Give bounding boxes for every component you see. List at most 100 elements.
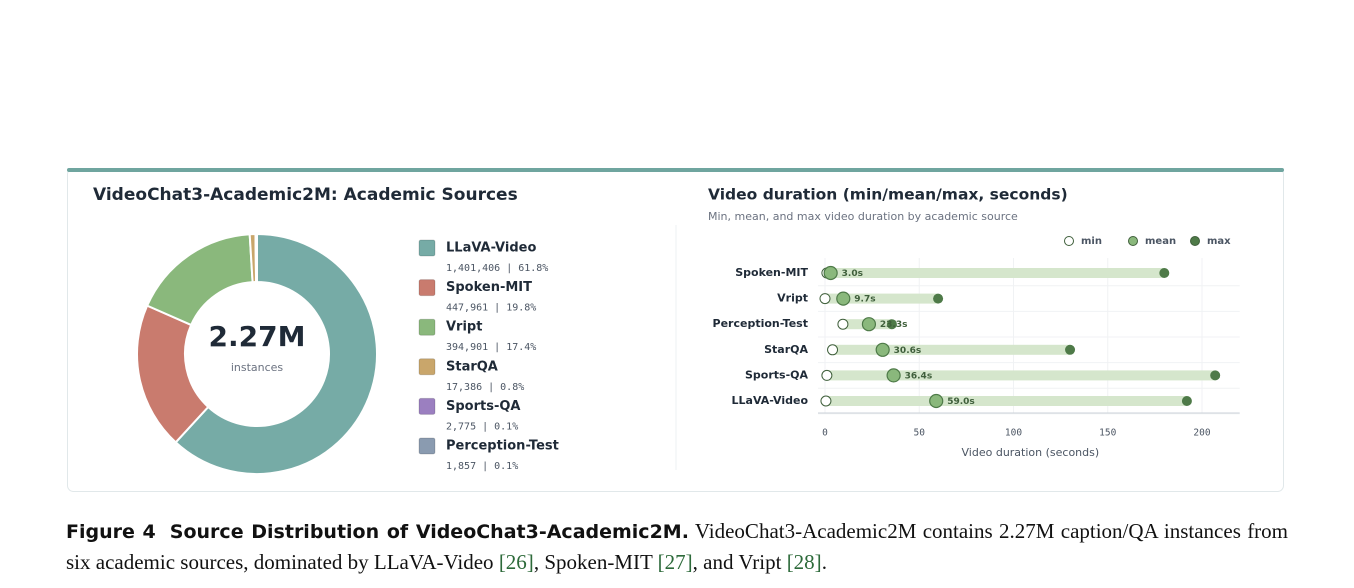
legend-sublabel: 1,857 | 0.1% — [446, 461, 518, 472]
legend-count: 17,386 — [446, 382, 482, 393]
mean-label: 23.3s — [880, 320, 908, 330]
y-tick-label: Perception-Test — [713, 317, 808, 330]
x-tick-label: 50 — [914, 428, 926, 439]
legend-separator: | — [494, 303, 500, 314]
donut-slice — [255, 232, 258, 284]
range-band — [825, 293, 939, 304]
donut-title: VideoChat3-Academic2M: Academic Sources — [93, 185, 518, 205]
y-tick-label: Spoken-MIT — [735, 266, 808, 279]
citation: [28] — [786, 550, 822, 574]
legend-label: max — [1207, 236, 1231, 247]
min-dot — [827, 344, 839, 356]
mean-label: 3.0s — [842, 269, 863, 279]
legend-label: Vript — [446, 320, 482, 335]
mean-label: 9.7s — [854, 295, 875, 305]
legend-dot — [1128, 236, 1138, 246]
legend-count: 394,901 — [446, 342, 488, 353]
x-tick-label: 150 — [1099, 428, 1116, 439]
legend-count: 447,961 — [446, 303, 488, 314]
legend-count: 1,857 — [446, 461, 476, 472]
caption-label: Figure 4 — [66, 521, 156, 543]
legend-separator: | — [506, 263, 512, 274]
legend-swatch — [418, 239, 436, 257]
center-label: 2.27M — [209, 320, 306, 353]
legend-separator: | — [482, 421, 488, 432]
caption-title: Source Distribution of VideoChat3-Academ… — [169, 521, 689, 543]
figure: VideoChat3-Academic2M: Academic Sources … — [67, 168, 1284, 492]
y-tick-label: LLaVA-Video — [732, 394, 809, 407]
legend-dot — [1190, 236, 1200, 246]
legend-label: min — [1081, 236, 1102, 247]
citation: [26] — [498, 550, 534, 574]
panel-accent — [67, 168, 1284, 172]
legend-separator: | — [494, 342, 500, 353]
legend-swatch — [418, 437, 436, 455]
legend-label: StarQA — [446, 359, 498, 374]
caption-text: , and Vript — [692, 550, 787, 574]
legend-share: 0.1% — [494, 421, 518, 432]
y-tick-label: Sports-QA — [745, 368, 809, 381]
mean-dot — [836, 291, 851, 306]
legend-swatch — [418, 358, 436, 376]
legend-share: 0.8% — [500, 382, 524, 393]
legend-label: Sports-QA — [446, 399, 520, 414]
legend-label: mean — [1145, 236, 1176, 247]
x-tick-label: 0 — [822, 428, 828, 439]
x-tick-label: 100 — [1005, 428, 1022, 439]
min-dot — [819, 293, 831, 305]
range-band — [826, 268, 1165, 278]
max-dot — [1159, 268, 1170, 278]
caption-text: VideoChat3-Academic2M contains 2.27M cap… — [66, 519, 1289, 574]
range-band — [826, 370, 1216, 381]
mean-dot — [886, 368, 901, 383]
range-band — [832, 344, 1071, 355]
max-dot — [933, 293, 944, 304]
legend-count: 1,401,406 — [446, 263, 500, 274]
legend-share: 0.1% — [494, 461, 518, 472]
max-dot — [1065, 344, 1076, 355]
mean-dot — [929, 393, 944, 409]
min-dot — [820, 395, 832, 407]
range-title: Video duration (min/mean/max, seconds) — [708, 186, 1068, 204]
legend-count: 2,775 — [446, 421, 476, 432]
max-dot — [1210, 370, 1221, 381]
center-sublabel: instances — [231, 361, 284, 374]
legend-separator: | — [482, 461, 488, 472]
mean-dot — [875, 342, 890, 357]
legend-label: Perception-Test — [446, 439, 559, 454]
caption-text: . — [821, 550, 827, 574]
max-dot — [886, 319, 897, 330]
legend-sublabel: 2,775 | 0.1% — [446, 421, 518, 432]
legend-swatch — [418, 279, 436, 297]
legend-label: Spoken-MIT — [446, 280, 532, 295]
legend-sublabel: 394,901 | 17.4% — [446, 342, 536, 353]
x-axis-label: Video duration (seconds) — [962, 446, 1100, 459]
mean-label: 59.0s — [947, 397, 975, 407]
range-subtitle: Min, mean, and max video duration by aca… — [708, 210, 1018, 223]
min-dot — [821, 369, 833, 381]
legend-share: 17.4% — [506, 342, 536, 353]
legend-dot — [1064, 236, 1074, 246]
range-band — [825, 396, 1187, 406]
legend-label: LLaVA-Video — [446, 241, 536, 256]
citation: [27] — [657, 550, 693, 574]
mean-label: 30.6s — [894, 346, 922, 356]
donut-slice — [174, 232, 378, 475]
min-dot — [837, 318, 849, 330]
legend-share: 61.8% — [518, 263, 548, 274]
legend-sublabel: 1,401,406 | 61.8% — [446, 263, 548, 274]
x-tick-label: 200 — [1193, 428, 1210, 439]
legend-share: 19.8% — [506, 303, 536, 314]
mean-dot — [823, 265, 838, 281]
max-dot — [1181, 396, 1192, 406]
caption-text: , Spoken-MIT — [533, 550, 658, 574]
legend-separator: | — [488, 382, 494, 393]
legend-sublabel: 447,961 | 19.8% — [446, 303, 536, 314]
y-tick-label: Vript — [777, 292, 808, 305]
legend-swatch — [418, 397, 436, 415]
mean-dot — [861, 317, 877, 332]
caption: Figure 4 Source Distribution of VideoChat… — [66, 516, 1288, 577]
mean-label: 36.4s — [905, 371, 933, 381]
legend-swatch — [418, 318, 436, 336]
